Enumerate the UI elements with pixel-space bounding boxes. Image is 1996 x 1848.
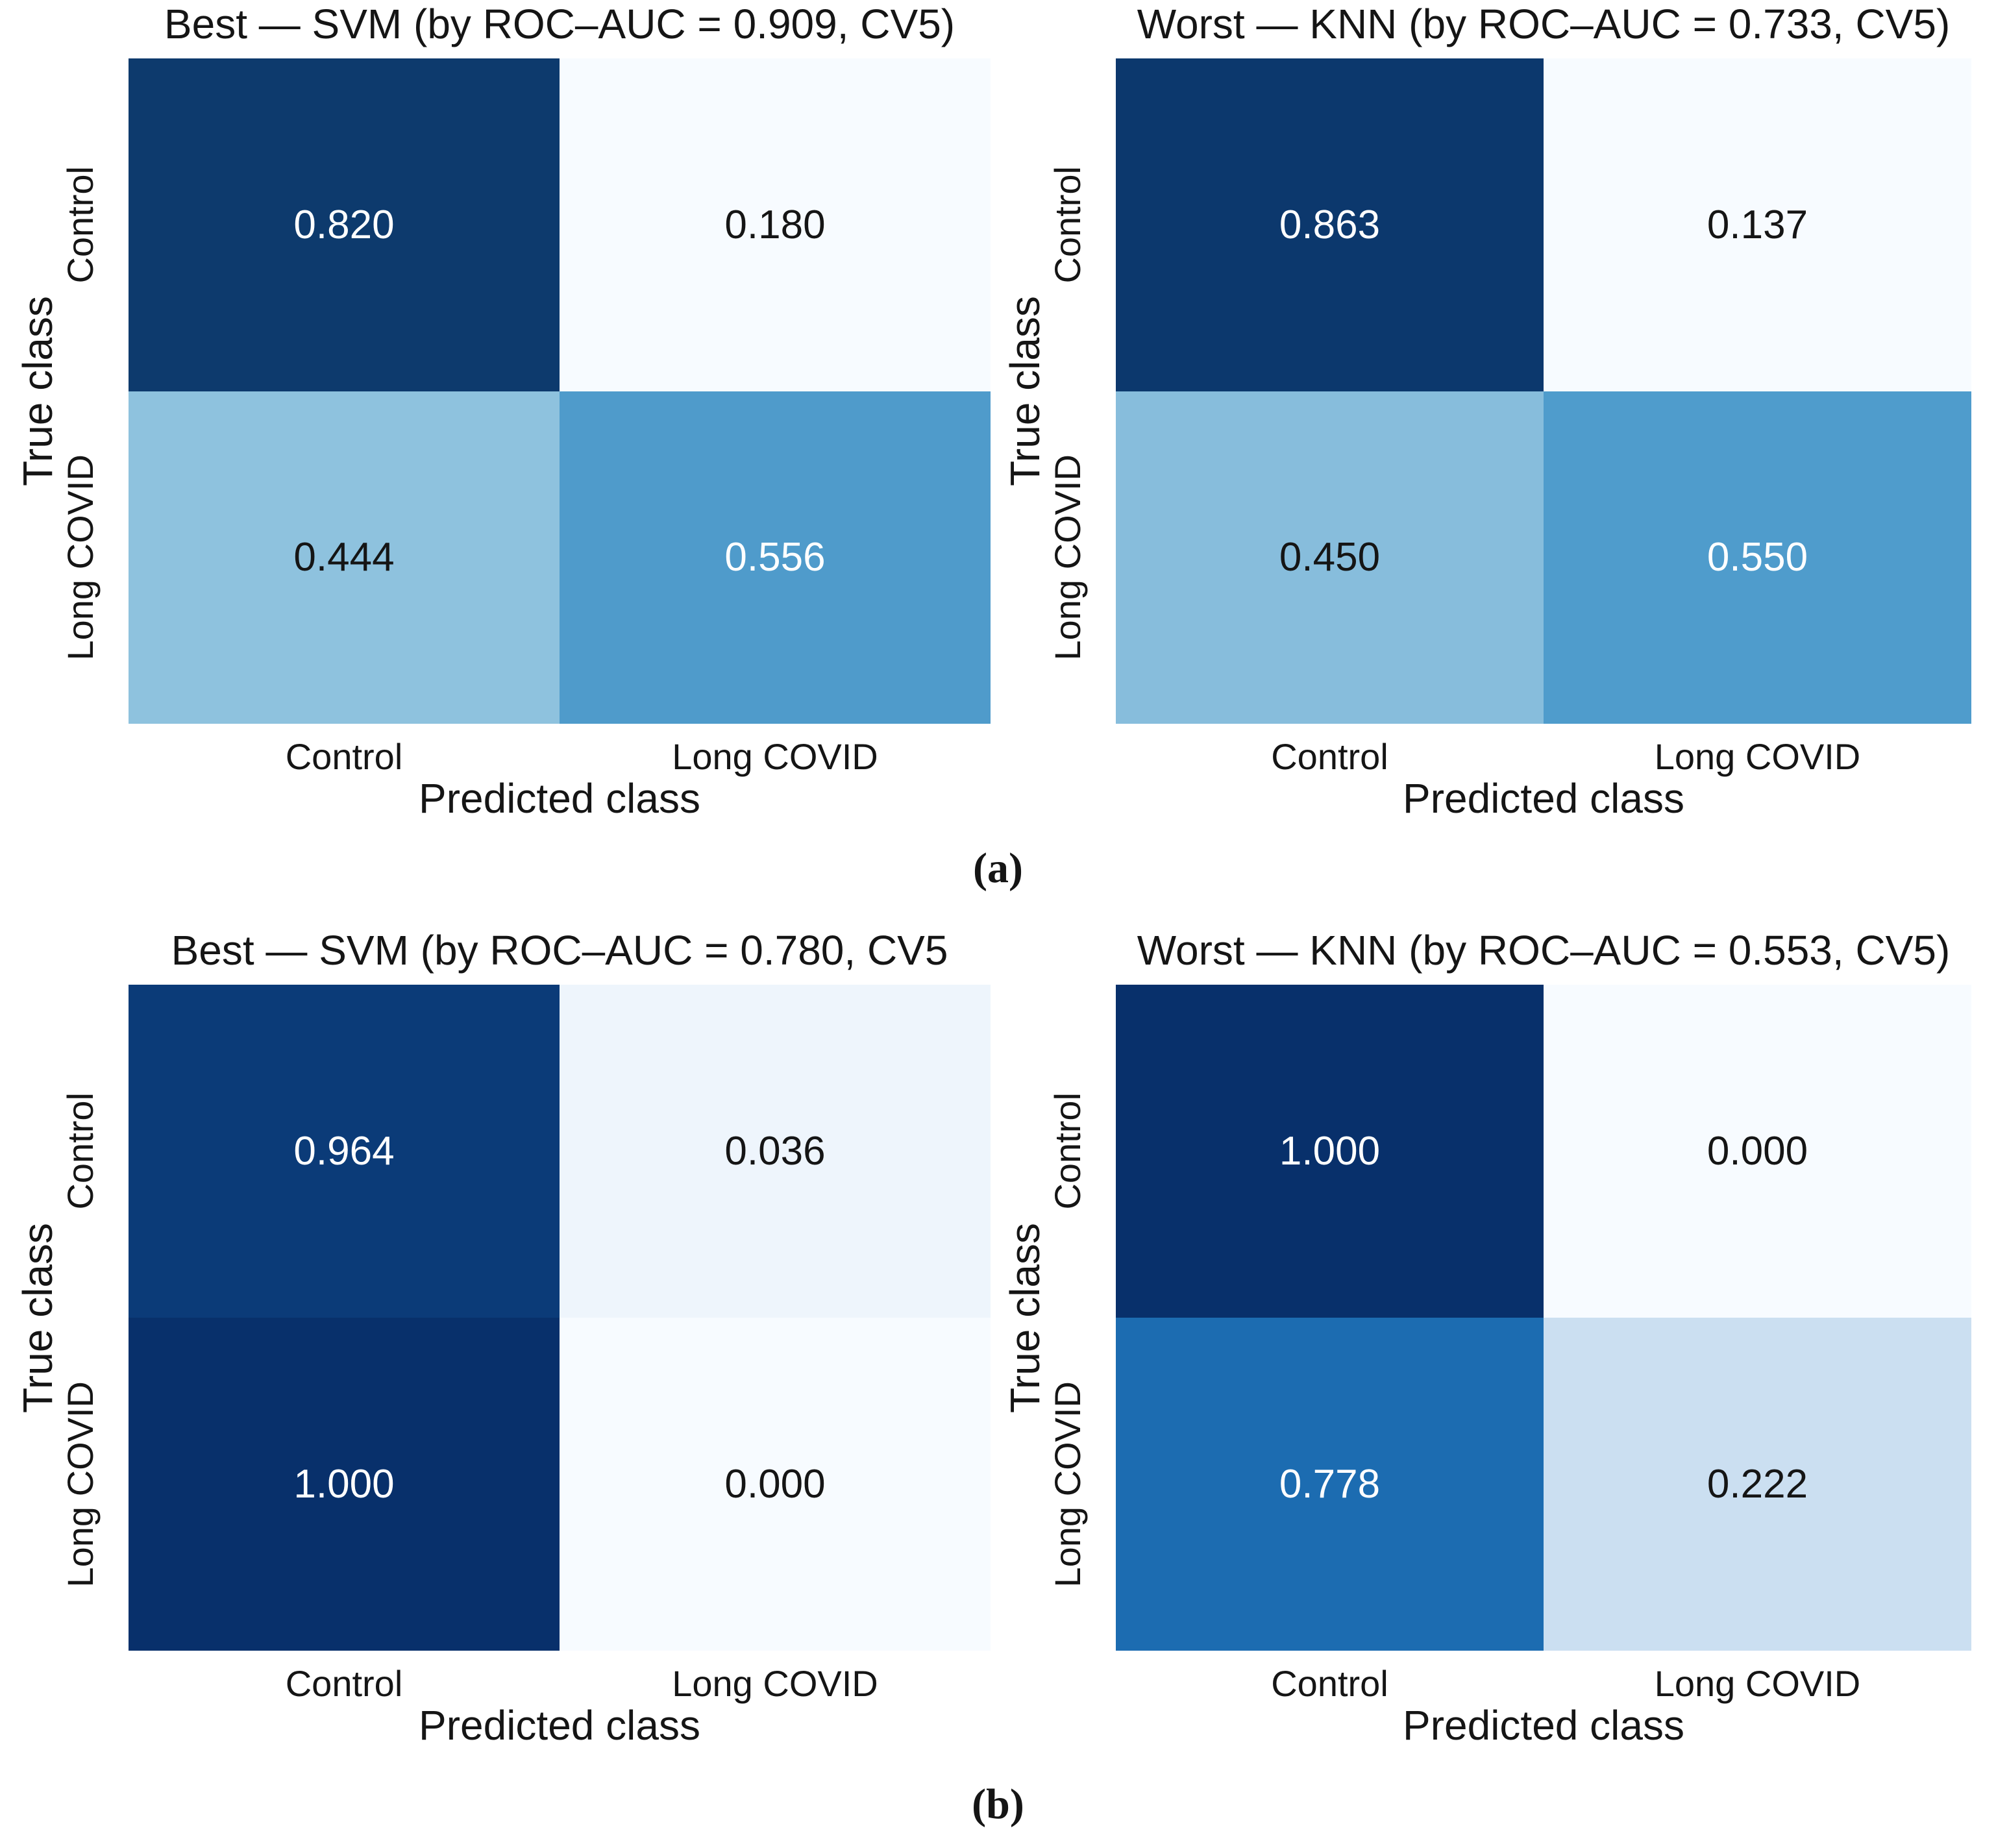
- x-axis-label: Predicted class: [1403, 1702, 1684, 1749]
- x-tick-long-covid: Long COVID: [1654, 736, 1861, 777]
- x-axis-label: Predicted class: [419, 775, 700, 822]
- x-tick-long-covid: Long COVID: [672, 736, 878, 777]
- heatmap: 0.964 0.036 1.000 0.000: [129, 985, 991, 1651]
- x-tick-long-covid: Long COVID: [672, 1663, 878, 1704]
- cell-r1c1: 0.000: [560, 1318, 991, 1651]
- cell-value: 0.964: [293, 1129, 395, 1174]
- x-tick-labels: Control Long COVID: [1116, 1662, 1971, 1705]
- cell-r1c0: 0.450: [1116, 391, 1544, 724]
- y-axis-label: True class: [14, 296, 61, 486]
- cell-r1c0: 0.778: [1116, 1318, 1544, 1651]
- x-tick-control: Control: [285, 1663, 403, 1704]
- y-tick-long-covid: Long COVID: [1046, 1381, 1088, 1588]
- cell-value: 0.137: [1706, 202, 1808, 247]
- cell-r0c1: 0.036: [560, 985, 991, 1318]
- y-tick-control: Control: [1046, 1092, 1088, 1210]
- panel-b-best-svm: Best — SVM (by ROC–AUC = 0.780, CV5 True…: [14, 927, 991, 1749]
- cell-value: 0.820: [293, 202, 395, 247]
- x-tick-long-covid: Long COVID: [1654, 1663, 1861, 1704]
- x-tick-labels: Control Long COVID: [129, 1662, 991, 1705]
- cell-r0c0: 0.820: [129, 58, 560, 391]
- cell-r0c1: 0.180: [560, 58, 991, 391]
- y-tick-control: Control: [1046, 166, 1088, 284]
- cell-value: 0.000: [724, 1462, 826, 1507]
- cell-r1c1: 0.556: [560, 391, 991, 724]
- x-tick-control: Control: [1271, 736, 1388, 777]
- cell-r1c1: 0.222: [1544, 1318, 1971, 1651]
- heatmap: 0.863 0.137 0.450 0.550: [1116, 58, 1971, 724]
- cell-r1c0: 1.000: [129, 1318, 560, 1651]
- y-axis-label: True class: [14, 1222, 61, 1413]
- cell-r0c0: 0.964: [129, 985, 560, 1318]
- cell-value: 0.180: [724, 202, 826, 247]
- panel-b-worst-knn: Worst — KNN (by ROC–AUC = 0.553, CV5) Tr…: [1002, 927, 1971, 1749]
- y-axis-label: True class: [1002, 296, 1048, 486]
- cell-r0c0: 0.863: [1116, 58, 1544, 391]
- y-tick-long-covid: Long COVID: [59, 1381, 101, 1588]
- cell-value: 0.036: [724, 1129, 826, 1174]
- x-axis-label: Predicted class: [1403, 775, 1684, 822]
- y-tick-control: Control: [59, 1092, 101, 1210]
- subfigure-caption-a: (a): [973, 844, 1023, 892]
- cell-value: 0.550: [1706, 535, 1808, 580]
- cell-r0c1: 0.137: [1544, 58, 1971, 391]
- cell-value: 1.000: [293, 1462, 395, 1507]
- panel-title: Worst — KNN (by ROC–AUC = 0.553, CV5): [1137, 927, 1951, 974]
- cell-value: 0.444: [293, 535, 395, 580]
- cell-r1c1: 0.550: [1544, 391, 1971, 724]
- panel-a-best-svm: Best — SVM (by ROC–AUC = 0.909, CV5) Tru…: [14, 1, 991, 822]
- cell-value: 0.222: [1706, 1462, 1808, 1507]
- panel-title: Best — SVM (by ROC–AUC = 0.780, CV5: [171, 927, 948, 974]
- heatmap: 0.820 0.180 0.444 0.556: [129, 58, 991, 724]
- cell-value: 0.863: [1279, 202, 1381, 247]
- subfigure-caption-b: (b): [972, 1780, 1024, 1828]
- cell-value: 1.000: [1279, 1129, 1381, 1174]
- y-tick-long-covid: Long COVID: [1046, 454, 1088, 661]
- x-tick-labels: Control Long COVID: [1116, 735, 1971, 778]
- cell-value: 0.556: [724, 535, 826, 580]
- x-tick-control: Control: [285, 736, 403, 777]
- panel-a-worst-knn: Worst — KNN (by ROC–AUC = 0.733, CV5) Tr…: [1002, 1, 1971, 822]
- cell-r0c1: 0.000: [1544, 985, 1971, 1318]
- cell-value: 0.778: [1279, 1462, 1381, 1507]
- x-axis-label: Predicted class: [419, 1702, 700, 1749]
- y-tick-long-covid: Long COVID: [59, 454, 101, 661]
- panel-title: Worst — KNN (by ROC–AUC = 0.733, CV5): [1137, 1, 1951, 47]
- cell-value: 0.000: [1706, 1129, 1808, 1174]
- x-tick-control: Control: [1271, 1663, 1388, 1704]
- cell-value: 0.450: [1279, 535, 1381, 580]
- cell-r1c0: 0.444: [129, 391, 560, 724]
- heatmap: 1.000 0.000 0.778 0.222: [1116, 985, 1971, 1651]
- y-tick-control: Control: [59, 166, 101, 284]
- panel-title: Best — SVM (by ROC–AUC = 0.909, CV5): [164, 1, 955, 47]
- cell-r0c0: 1.000: [1116, 985, 1544, 1318]
- y-axis-label: True class: [1002, 1222, 1048, 1413]
- x-tick-labels: Control Long COVID: [129, 735, 991, 778]
